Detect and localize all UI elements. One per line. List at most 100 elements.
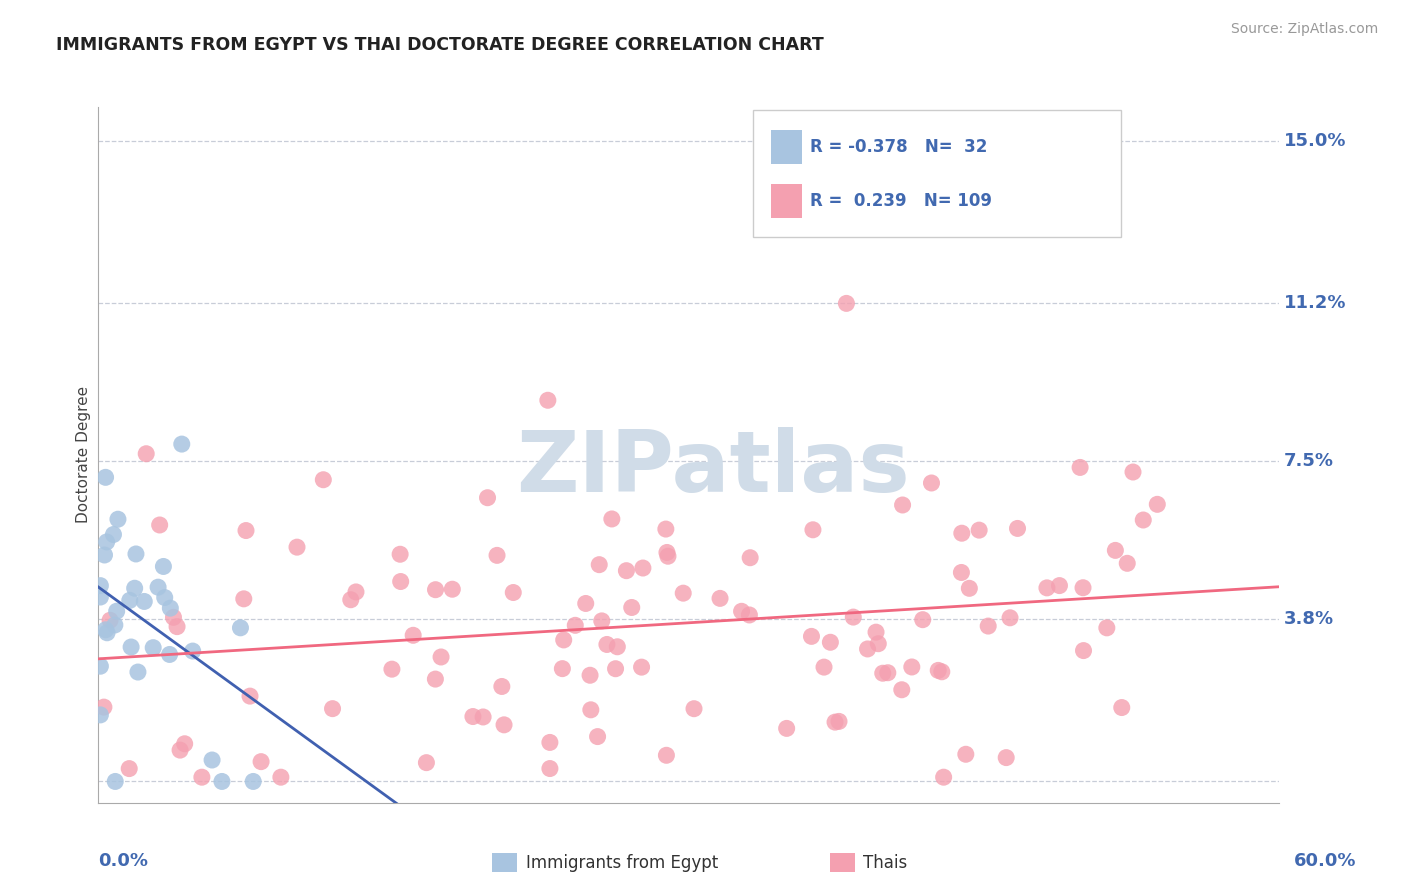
Point: [800, 629, 823, 643]
Point: [120, 640, 142, 654]
Point: [312, 473, 335, 487]
Point: [415, 756, 437, 770]
Point: [977, 619, 1000, 633]
Point: [242, 774, 264, 789]
Point: [801, 523, 824, 537]
Point: [596, 638, 619, 652]
Point: [998, 611, 1021, 625]
Point: [162, 610, 184, 624]
Point: [477, 491, 499, 505]
Point: [118, 762, 141, 776]
Point: [1116, 557, 1139, 571]
Point: [600, 512, 623, 526]
Point: [94, 623, 117, 637]
Point: [93, 548, 115, 562]
Point: [824, 715, 846, 730]
Point: [461, 709, 484, 723]
Point: [1049, 578, 1071, 592]
Point: [472, 710, 495, 724]
Point: [890, 682, 912, 697]
Point: [181, 644, 204, 658]
Text: R =  0.239   N= 109: R = 0.239 N= 109: [810, 192, 993, 211]
Point: [1132, 513, 1154, 527]
Point: [631, 561, 654, 575]
Text: Source: ZipAtlas.com: Source: ZipAtlas.com: [1230, 22, 1378, 37]
Point: [502, 585, 524, 599]
Point: [683, 702, 706, 716]
Point: [285, 540, 308, 554]
Point: [950, 566, 973, 580]
Point: [441, 582, 464, 597]
Point: [730, 604, 752, 618]
Point: [856, 642, 879, 657]
Point: [159, 601, 181, 615]
Point: [606, 640, 628, 654]
Point: [820, 635, 842, 649]
Point: [605, 662, 627, 676]
Point: [579, 703, 602, 717]
Point: [492, 718, 515, 732]
Point: [579, 668, 602, 682]
Point: [170, 437, 193, 451]
Text: 3.8%: 3.8%: [1284, 610, 1334, 628]
Point: [104, 618, 127, 632]
Point: [89, 707, 111, 722]
Point: [105, 604, 128, 618]
Point: [118, 593, 141, 607]
Text: 15.0%: 15.0%: [1284, 132, 1346, 150]
Point: [537, 393, 560, 408]
Point: [1069, 460, 1091, 475]
Point: [931, 665, 953, 679]
Point: [551, 662, 574, 676]
Point: [655, 522, 678, 536]
Point: [191, 770, 214, 784]
Point: [738, 607, 761, 622]
Point: [901, 660, 924, 674]
Point: [620, 600, 643, 615]
Y-axis label: Doctorate Degree: Doctorate Degree: [76, 386, 91, 524]
Point: [564, 618, 586, 632]
Point: [672, 586, 695, 600]
Point: [229, 621, 252, 635]
Text: 7.5%: 7.5%: [1284, 452, 1334, 470]
Point: [655, 748, 678, 763]
Point: [159, 648, 181, 662]
Point: [89, 579, 111, 593]
Text: 11.2%: 11.2%: [1284, 294, 1346, 312]
Point: [135, 447, 157, 461]
Point: [1036, 581, 1059, 595]
Point: [538, 735, 561, 749]
Point: [876, 665, 898, 680]
Point: [153, 591, 176, 605]
Point: [828, 714, 851, 729]
Point: [932, 770, 955, 784]
Point: [842, 610, 865, 624]
Point: [166, 620, 188, 634]
Point: [430, 650, 453, 665]
Point: [1007, 521, 1029, 535]
Point: [125, 547, 148, 561]
Text: Immigrants from Egypt: Immigrants from Egypt: [526, 855, 718, 872]
Point: [134, 594, 156, 608]
Point: [344, 585, 367, 599]
Point: [911, 613, 934, 627]
Point: [586, 730, 609, 744]
Point: [96, 535, 118, 549]
Point: [872, 666, 894, 681]
Point: [381, 662, 404, 676]
Point: [146, 580, 169, 594]
Point: [232, 591, 254, 606]
Point: [588, 558, 610, 572]
Point: [950, 526, 973, 541]
Point: [575, 597, 598, 611]
Point: [927, 664, 949, 678]
Point: [201, 753, 224, 767]
Point: [93, 700, 115, 714]
Point: [98, 613, 121, 627]
Text: 60.0%: 60.0%: [1295, 852, 1357, 870]
Point: [775, 722, 797, 736]
Point: [270, 770, 292, 784]
Point: [124, 581, 146, 595]
Point: [616, 564, 638, 578]
Point: [149, 518, 172, 533]
